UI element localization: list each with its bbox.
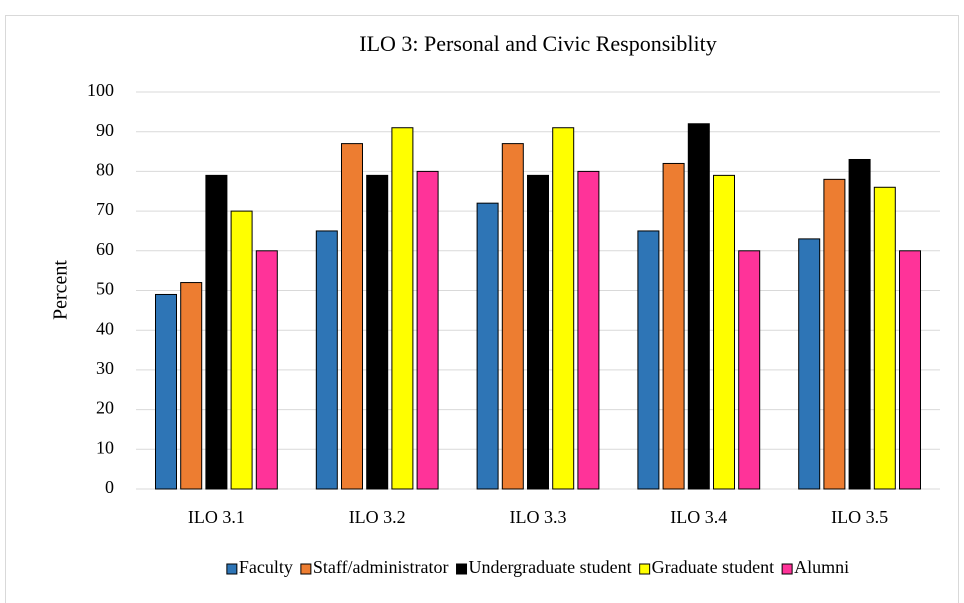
bar [713,174,735,490]
bar [637,230,660,490]
bar [391,127,414,490]
legend-label: Graduate student [652,557,774,577]
legend-swatch [226,563,238,575]
bar [798,238,821,490]
y-tick-label: 60 [96,239,114,259]
y-tick-label: 30 [96,358,114,378]
x-tick-label: ILO 3.5 [831,507,888,527]
bar [341,143,363,490]
legend-label: Alumni [794,557,849,577]
bar [501,143,524,490]
bar [738,250,761,490]
bar [180,282,203,490]
legend-swatch [639,563,651,575]
legend-swatch [300,563,312,575]
bar [662,162,685,490]
y-tick-label: 10 [96,437,114,457]
x-tick-label: ILO 3.4 [670,507,727,527]
y-tick-label: 100 [87,80,114,100]
bar [527,174,549,490]
bar [552,127,575,490]
bar [476,202,499,490]
bar [687,123,710,490]
x-tick-label: ILO 3.2 [349,507,406,527]
bar [155,293,177,490]
chart-title: ILO 3: Personal and Civic Responsiblity [359,31,716,56]
bar [899,250,921,490]
legend-label: Staff/administrator [313,557,449,577]
bar [848,158,871,490]
bar [315,230,338,490]
x-tick-label: ILO 3.3 [510,507,567,527]
y-tick-label: 90 [96,120,114,140]
y-tick-label: 50 [96,279,114,299]
bar [823,178,846,490]
legend-swatch [781,563,793,575]
bar [230,210,253,490]
bar [205,174,228,490]
y-tick-label: 0 [105,477,114,497]
legend-swatch [456,563,468,575]
y-tick-label: 20 [96,398,114,418]
bar [577,170,600,490]
legend-label: Faculty [239,557,293,577]
bar [255,250,278,490]
y-tick-label: 70 [96,199,114,219]
y-tick-label: 80 [96,160,114,180]
bar [873,186,896,490]
bar [416,170,439,490]
y-tick-label: 40 [96,318,114,338]
legend: Faculty Staff/administrator Undergraduate … [226,557,849,577]
x-tick-label: ILO 3.1 [188,507,245,527]
bar [366,174,389,490]
y-axis-label: Percent [50,260,72,320]
legend-label: Undergraduate student [469,557,632,577]
